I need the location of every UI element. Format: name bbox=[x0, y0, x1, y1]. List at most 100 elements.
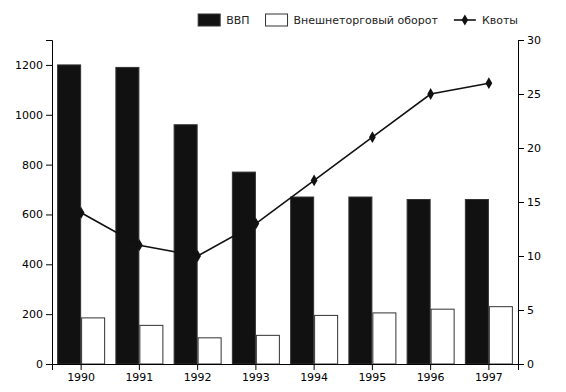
marker bbox=[485, 77, 492, 89]
tick-mark bbox=[46, 65, 52, 66]
bar bbox=[140, 325, 163, 364]
tick-label: 1991 bbox=[125, 371, 153, 384]
bar bbox=[116, 67, 139, 364]
legend-swatch bbox=[198, 14, 220, 26]
legend-item: Внешнеторговый оборот bbox=[266, 14, 439, 27]
marker bbox=[78, 207, 85, 219]
bar bbox=[465, 200, 488, 364]
tick-label: 400 bbox=[22, 258, 43, 271]
tick-label: 1000 bbox=[15, 109, 43, 122]
tick-label: 800 bbox=[22, 159, 43, 172]
tick: 1000 bbox=[15, 109, 52, 122]
tick: 800 bbox=[22, 159, 52, 172]
tick-mark bbox=[46, 165, 52, 166]
legend-swatch bbox=[266, 14, 288, 26]
tick: 30 bbox=[518, 34, 541, 47]
chart: 1990199119921993199419951996199702004006… bbox=[0, 0, 566, 392]
y2-axis: 0 5 10 15 20 25 30 bbox=[518, 34, 541, 371]
tick: 1990 bbox=[67, 364, 95, 384]
tick-label: 1994 bbox=[300, 371, 328, 384]
tick-label: 200 bbox=[22, 308, 43, 321]
tick-mark bbox=[81, 364, 82, 370]
marker bbox=[136, 239, 143, 251]
tick-mark bbox=[518, 40, 524, 41]
bar bbox=[198, 338, 221, 364]
tick-label: 1996 bbox=[417, 371, 445, 384]
tick-mark bbox=[314, 364, 315, 370]
tick-mark bbox=[518, 310, 524, 311]
tick: 1997 bbox=[475, 364, 503, 384]
tick: 1993 bbox=[242, 364, 270, 384]
tick-mark bbox=[518, 148, 524, 149]
tick-mark bbox=[518, 94, 524, 95]
tick-label: 1995 bbox=[358, 371, 386, 384]
tick-mark bbox=[488, 364, 489, 370]
tick: 400 bbox=[22, 258, 52, 271]
tick-label: 10 bbox=[527, 250, 541, 263]
tick: 25 bbox=[518, 88, 541, 101]
tick-label: 1993 bbox=[242, 371, 270, 384]
tick-label: 20 bbox=[527, 142, 541, 155]
bar bbox=[489, 307, 512, 364]
y-axis: 0 200 400 600 800 1000 1200 bbox=[15, 41, 53, 372]
bar bbox=[291, 197, 314, 364]
legend-label: Квоты bbox=[482, 14, 518, 27]
tick-label: 5 bbox=[527, 304, 534, 317]
tick-mark bbox=[139, 364, 140, 370]
tick: 1992 bbox=[184, 364, 212, 384]
tick: 1200 bbox=[15, 59, 52, 72]
tick-label: 1992 bbox=[184, 371, 212, 384]
tick-label: 1990 bbox=[67, 371, 95, 384]
legend-label: Внешнеторговый оборот bbox=[294, 14, 439, 27]
tick-mark bbox=[518, 256, 524, 257]
marks bbox=[58, 65, 513, 364]
bar bbox=[174, 125, 197, 364]
tick-mark bbox=[46, 364, 52, 365]
tick-label: 0 bbox=[527, 358, 534, 371]
bar bbox=[407, 200, 430, 364]
tick-label: 30 bbox=[527, 34, 541, 47]
tick-label: 15 bbox=[527, 196, 541, 209]
bar bbox=[349, 197, 372, 364]
tick-label: 1200 bbox=[15, 59, 43, 72]
marker bbox=[252, 218, 259, 230]
tick: 1991 bbox=[125, 364, 153, 384]
legend-item: Квоты bbox=[454, 14, 518, 27]
tick-mark bbox=[46, 214, 52, 215]
tick-mark bbox=[430, 364, 431, 370]
tick-mark bbox=[372, 364, 373, 370]
tick-mark bbox=[518, 364, 524, 365]
marker bbox=[369, 131, 376, 143]
chart-container: 1990199119921993199419951996199702004006… bbox=[0, 0, 566, 392]
marker bbox=[311, 175, 318, 187]
tick: 1996 bbox=[417, 364, 445, 384]
tick-mark bbox=[46, 115, 52, 116]
tick-label: 0 bbox=[36, 358, 43, 371]
tick-mark bbox=[255, 364, 256, 370]
tick: 5 bbox=[518, 304, 534, 317]
bar-series bbox=[82, 307, 513, 364]
bar bbox=[256, 335, 279, 364]
bar bbox=[58, 65, 81, 364]
bar bbox=[315, 315, 338, 364]
bar bbox=[232, 172, 255, 364]
line-series bbox=[78, 77, 493, 262]
bar bbox=[431, 309, 454, 364]
tick-mark bbox=[518, 202, 524, 203]
axis-line bbox=[519, 41, 525, 365]
x-axis: 1990 1991 1992 1993 1994 1995 1996 1997 bbox=[53, 364, 519, 384]
tick: 1994 bbox=[300, 364, 328, 384]
tick-mark bbox=[197, 364, 198, 370]
tick-label: 600 bbox=[22, 208, 43, 221]
marker bbox=[427, 88, 434, 100]
tick: 15 bbox=[518, 196, 541, 209]
axis-line bbox=[53, 365, 519, 371]
tick: 10 bbox=[518, 250, 541, 263]
axis-line bbox=[46, 41, 53, 365]
tick: 1995 bbox=[358, 364, 386, 384]
bar-series bbox=[58, 65, 489, 364]
legend: ВВПВнешнеторговый оборотКвоты bbox=[198, 14, 518, 27]
bar bbox=[82, 318, 105, 364]
tick-mark bbox=[46, 264, 52, 265]
bar bbox=[373, 313, 396, 364]
